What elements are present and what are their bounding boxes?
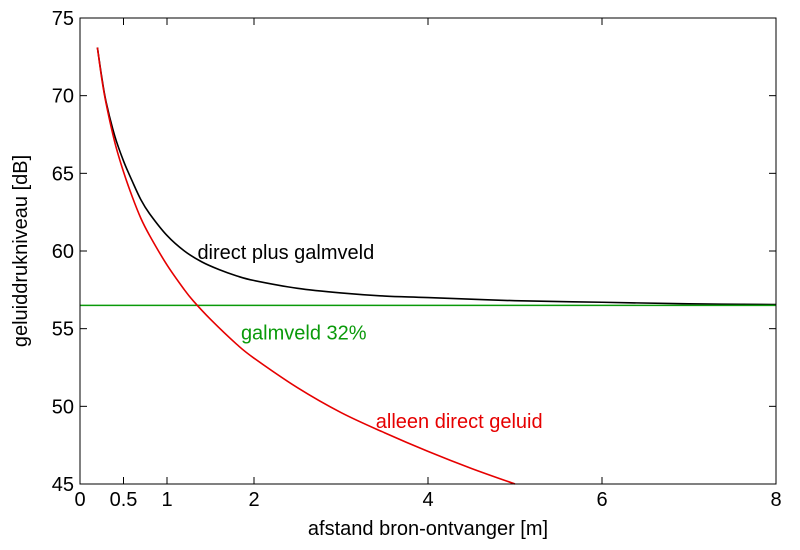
y-tick-label: 65 bbox=[52, 163, 74, 185]
x-axis-label: afstand bron-ontvanger [m] bbox=[308, 518, 548, 540]
y-tick-label: 70 bbox=[52, 86, 74, 108]
plot-area bbox=[80, 18, 776, 484]
series-line-0 bbox=[96, 47, 777, 306]
y-tick-label: 45 bbox=[52, 474, 74, 496]
y-axis-label: geluiddrukniveau [dB] bbox=[10, 155, 32, 347]
x-tick-label: 1 bbox=[161, 489, 172, 511]
x-tick-label: 2 bbox=[248, 489, 259, 511]
x-tick-label: 0.5 bbox=[110, 489, 138, 511]
x-tick-label: 0 bbox=[74, 489, 85, 511]
annotation-1: galmveld 32% bbox=[241, 323, 367, 345]
annotation-0: direct plus galmveld bbox=[197, 242, 374, 264]
series-layer bbox=[80, 47, 777, 485]
y-tick-label: 50 bbox=[52, 396, 74, 418]
y-tick-label: 60 bbox=[52, 241, 74, 263]
x-tick-label: 8 bbox=[770, 489, 781, 511]
annotation-2: alleen direct geluid bbox=[376, 411, 543, 433]
x-tick-label: 6 bbox=[596, 489, 607, 511]
annotation-layer: direct plus galmveld galmveld 32% alleen d… bbox=[197, 242, 542, 433]
series-line-2 bbox=[96, 47, 516, 485]
tick-layer: 0 0.5 1 2 4 6 8 45 50 55 60 65 70 75 bbox=[52, 8, 782, 511]
y-tick-label: 55 bbox=[52, 319, 74, 341]
x-tick-label: 4 bbox=[422, 489, 433, 511]
y-tick-label: 75 bbox=[52, 8, 74, 30]
